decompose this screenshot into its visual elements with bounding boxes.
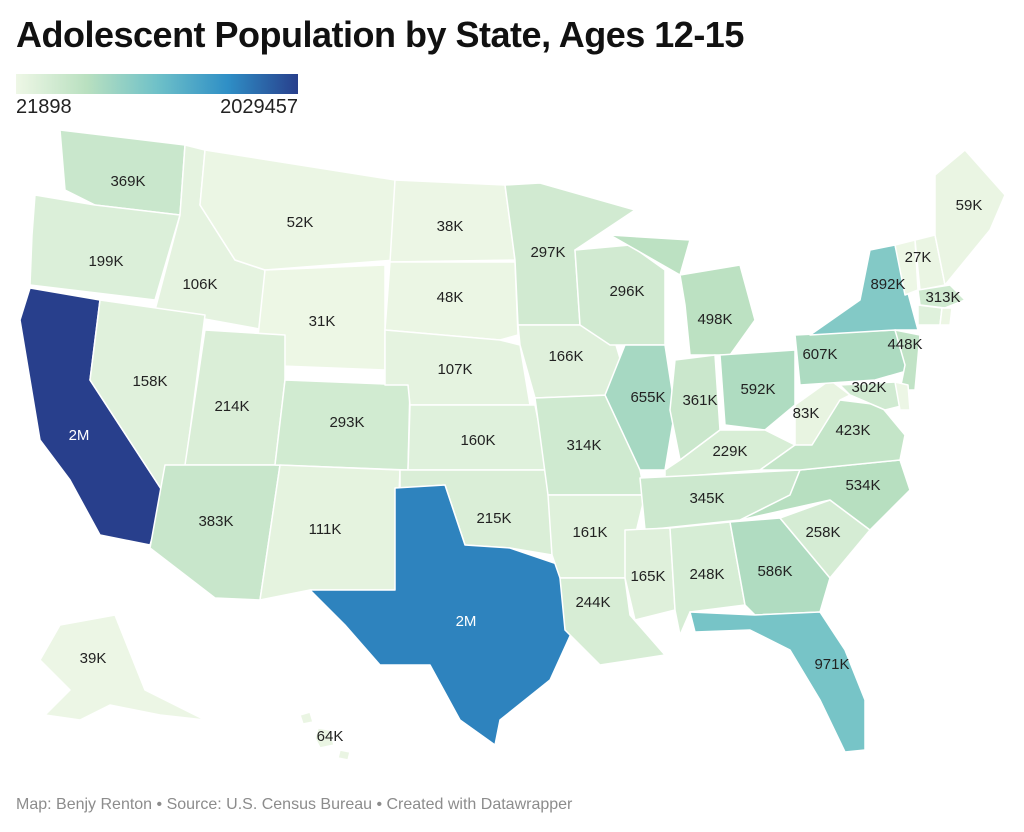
state-me[interactable] — [934, 149, 1006, 286]
state-label-mo: 314K — [566, 437, 601, 454]
state-label-ut: 214K — [214, 398, 249, 415]
state-label-ia: 166K — [548, 348, 583, 365]
state-label-va: 423K — [835, 422, 870, 439]
state-label-co: 293K — [329, 414, 364, 431]
state-label-sd: 48K — [437, 289, 464, 306]
state-label-oh: 592K — [740, 381, 775, 398]
legend-min-label: 21898 — [16, 96, 72, 118]
state-hi[interactable] — [299, 711, 351, 761]
state-label-nd: 38K — [437, 218, 464, 235]
state-az[interactable] — [149, 464, 281, 601]
state-label-ca: 2M — [69, 427, 90, 444]
state-label-sc: 258K — [805, 524, 840, 541]
state-label-wv: 83K — [793, 405, 820, 422]
state-label-pa: 607K — [802, 346, 837, 363]
state-label-mi: 498K — [697, 311, 732, 328]
state-ma[interactable] — [917, 284, 966, 309]
state-label-nj: 448K — [887, 336, 922, 353]
state-label-ar: 161K — [572, 524, 607, 541]
state-ri[interactable] — [939, 307, 953, 326]
state-mt[interactable] — [199, 149, 396, 271]
state-label-wy: 31K — [309, 313, 336, 330]
map-title: Adolescent Population by State, Ages 12-… — [16, 14, 744, 55]
state-or[interactable] — [29, 194, 181, 301]
state-label-nm: 111K — [309, 521, 342, 538]
state-de[interactable] — [894, 381, 911, 411]
state-label-az: 383K — [198, 513, 233, 530]
state-label-ny: 892K — [870, 276, 905, 293]
state-label-tn: 345K — [689, 490, 724, 507]
state-label-ks: 160K — [460, 432, 495, 449]
state-ms[interactable] — [624, 527, 676, 621]
state-label-nv: 158K — [132, 373, 167, 390]
state-label-fl: 971K — [814, 656, 849, 673]
state-va[interactable] — [759, 399, 906, 471]
color-legend: 21898 2029457 — [16, 74, 298, 119]
state-ct[interactable] — [917, 304, 943, 326]
state-label-mt: 52K — [287, 214, 314, 231]
state-label-ok: 215K — [476, 510, 511, 527]
legend-gradient-bar — [16, 74, 298, 94]
state-label-ne: 107K — [437, 361, 472, 378]
state-label-md: 302K — [851, 379, 886, 396]
state-nc[interactable] — [739, 459, 911, 531]
state-label-hi: 64K — [317, 728, 344, 745]
state-label-nc: 534K — [845, 477, 880, 494]
source-footer: Map: Benjy Renton • Source: U.S. Census … — [16, 796, 573, 813]
state-label-ma: 313K — [925, 289, 960, 306]
state-md[interactable] — [839, 381, 906, 411]
state-label-la: 244K — [575, 594, 610, 611]
state-tx[interactable] — [309, 484, 576, 746]
state-label-id: 106K — [182, 276, 217, 293]
state-label-il: 655K — [630, 389, 665, 406]
state-label-ga: 586K — [757, 563, 792, 580]
state-label-mn: 297K — [530, 244, 565, 261]
state-label-tx: 2M — [456, 613, 477, 630]
state-label-or: 199K — [88, 253, 123, 270]
state-fl[interactable] — [689, 611, 866, 753]
state-label-vt: 27K — [905, 249, 932, 266]
state-label-al: 248K — [689, 566, 724, 583]
state-label-wi: 296K — [609, 283, 644, 300]
state-label-me: 59K — [956, 197, 983, 214]
state-label-ms: 165K — [630, 568, 665, 585]
us-choropleth-map: 369K 199K 2M 106K 158K 52K 31K 214K 383K 293K 111K… — [19, 129, 1006, 761]
legend-max-label: 2029457 — [220, 96, 298, 118]
state-oh[interactable] — [719, 349, 796, 431]
state-label-in: 361K — [682, 392, 717, 409]
state-sd[interactable] — [384, 261, 519, 341]
state-label-ak: 39K — [80, 650, 107, 667]
state-label-wa: 369K — [110, 173, 145, 190]
state-ak[interactable] — [39, 614, 206, 721]
state-label-ky: 229K — [712, 443, 747, 460]
